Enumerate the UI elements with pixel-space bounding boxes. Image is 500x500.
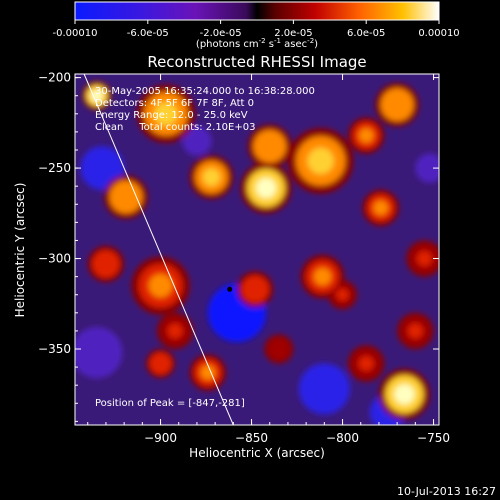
chart-title: Reconstructed RHESSI Image (147, 53, 366, 71)
cold-spot (182, 126, 212, 156)
y-tick-label: −200 (38, 71, 71, 85)
hot-spot-core (154, 102, 178, 126)
colorbar-tick-label: -0.00010 (53, 28, 98, 39)
cold-spot (75, 327, 123, 379)
hot-spot-core (247, 282, 263, 297)
overlay-peak-position: Position of Peak = [-847,-281] (95, 398, 245, 409)
colorbar-gradient (75, 2, 439, 20)
overlay-clean-counts: Clean Total counts: 2.10E+03 (95, 122, 256, 133)
hot-spot-core (336, 288, 349, 301)
colorbar: -0.00010 -6.0e-05 -2.0e-05 2.0e-05 6.0e-05 0.… (53, 1, 460, 50)
overlay-energy-range: Energy Range: 12.0 - 25.0 keV (95, 110, 248, 121)
hot-spot-core (388, 96, 406, 114)
hot-spot-core (117, 188, 135, 206)
hot-spot-core (273, 343, 285, 355)
colorbar-frame (74, 1, 440, 21)
plot-frame (74, 73, 440, 426)
x-tick-label: −850 (235, 431, 268, 445)
colorbar-tick-label: 2.0e-05 (274, 28, 312, 39)
x-tick-label: −750 (417, 431, 450, 445)
cold-spot (80, 146, 125, 190)
hot-spot-core (202, 168, 221, 186)
hot-spot-core (358, 128, 374, 143)
hot-spot-core (167, 323, 183, 339)
hot-spot-core (417, 251, 432, 266)
hot-spot-core (91, 89, 103, 102)
hot-spot-core (313, 267, 332, 286)
cold-spot (298, 363, 350, 415)
hot-spot-core (408, 323, 423, 339)
hot-spot-core (358, 356, 374, 371)
overlay-time-range: 30-May-2005 16:35:24.000 to 16:38:28.000 (95, 86, 315, 97)
y-axis-label: Heliocentric Y (arcsec) (13, 183, 27, 318)
hot-spot-core (394, 384, 415, 405)
colorbar-units: (photons cm-2 s-1 asec-2) (196, 37, 318, 50)
cold-spot (415, 153, 439, 183)
colorbar-tick-label: -6.0e-05 (127, 28, 169, 39)
hot-spot-core (200, 365, 216, 380)
y-tick-label: −250 (38, 161, 71, 175)
solar-limb-line (83, 74, 234, 425)
hot-spot-core (255, 177, 277, 199)
y-tick-label: −350 (38, 342, 71, 356)
y-tick-label: −300 (38, 252, 71, 266)
peak-marker (227, 286, 233, 292)
colorbar-ticks: -0.00010 -6.0e-05 -2.0e-05 2.0e-05 6.0e-05 0.… (53, 20, 460, 39)
x-tick-label: −800 (326, 431, 359, 445)
x-axis: −900 −850 −800 −750 (87, 74, 450, 445)
hot-spot-core (98, 256, 114, 272)
y-axis: −200 −250 −300 −350 (38, 71, 439, 422)
plot-date-stamp: 10-Jul-2013 16:27 (396, 485, 496, 498)
hot-spot-core (373, 200, 389, 216)
hot-spot-core (148, 274, 173, 298)
hot-spot-core (261, 137, 279, 156)
colorbar-tick-label: 0.00010 (418, 28, 459, 39)
hot-spot-core (307, 147, 334, 174)
intensity-blobs (75, 81, 439, 425)
colorbar-tick-label: 6.0e-05 (347, 28, 385, 39)
x-tick-label: −900 (144, 431, 177, 445)
hot-spot-core (154, 357, 167, 370)
colorbar-tick-label: -2.0e-05 (200, 28, 242, 39)
x-axis-label: Heliocentric X (arcsec) (189, 446, 325, 460)
overlay-detectors: Detectors: 4F 5F 6F 7F 8F, Att 0 (95, 98, 255, 109)
